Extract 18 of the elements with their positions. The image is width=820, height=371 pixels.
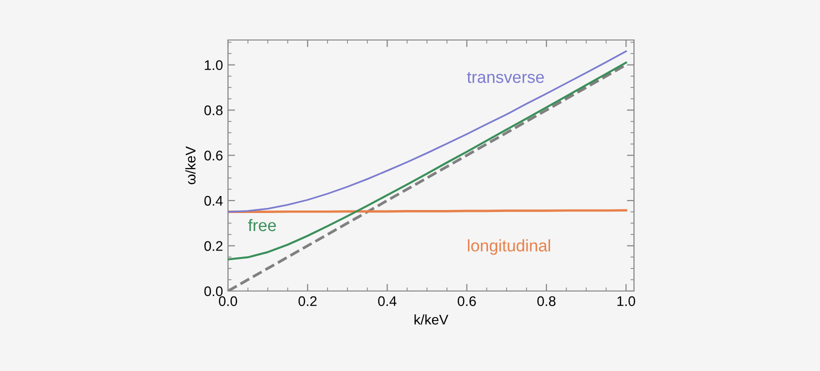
y-tick-label: 0.6: [204, 150, 223, 160]
y-tick-label: 0.0: [204, 286, 223, 296]
x-tick-label: 0.0: [218, 296, 238, 306]
y-tick-label: 0.8: [204, 105, 223, 116]
series-label: free: [248, 219, 276, 232]
series-label: transverse: [467, 72, 544, 83]
x-tick-label: 0.2: [298, 296, 317, 306]
x-axis-title: k/keV: [414, 314, 448, 325]
y-axis-title: ω/keV: [185, 146, 196, 184]
x-tick-label: 0.4: [378, 296, 396, 306]
x-tick-label: 0.8: [537, 296, 556, 306]
y-tick-label: 0.4: [204, 196, 223, 206]
x-tick-label: 1.0: [617, 296, 636, 306]
y-tick-label: 1.0: [204, 60, 223, 70]
line-series: [228, 50, 627, 213]
y-tick-label: 0.2: [204, 241, 222, 251]
series-label: longitudinal: [468, 239, 550, 255]
x-tick-label: 0.6: [458, 296, 476, 306]
